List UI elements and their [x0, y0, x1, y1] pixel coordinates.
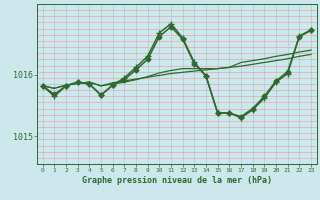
X-axis label: Graphe pression niveau de la mer (hPa): Graphe pression niveau de la mer (hPa)	[82, 176, 272, 185]
